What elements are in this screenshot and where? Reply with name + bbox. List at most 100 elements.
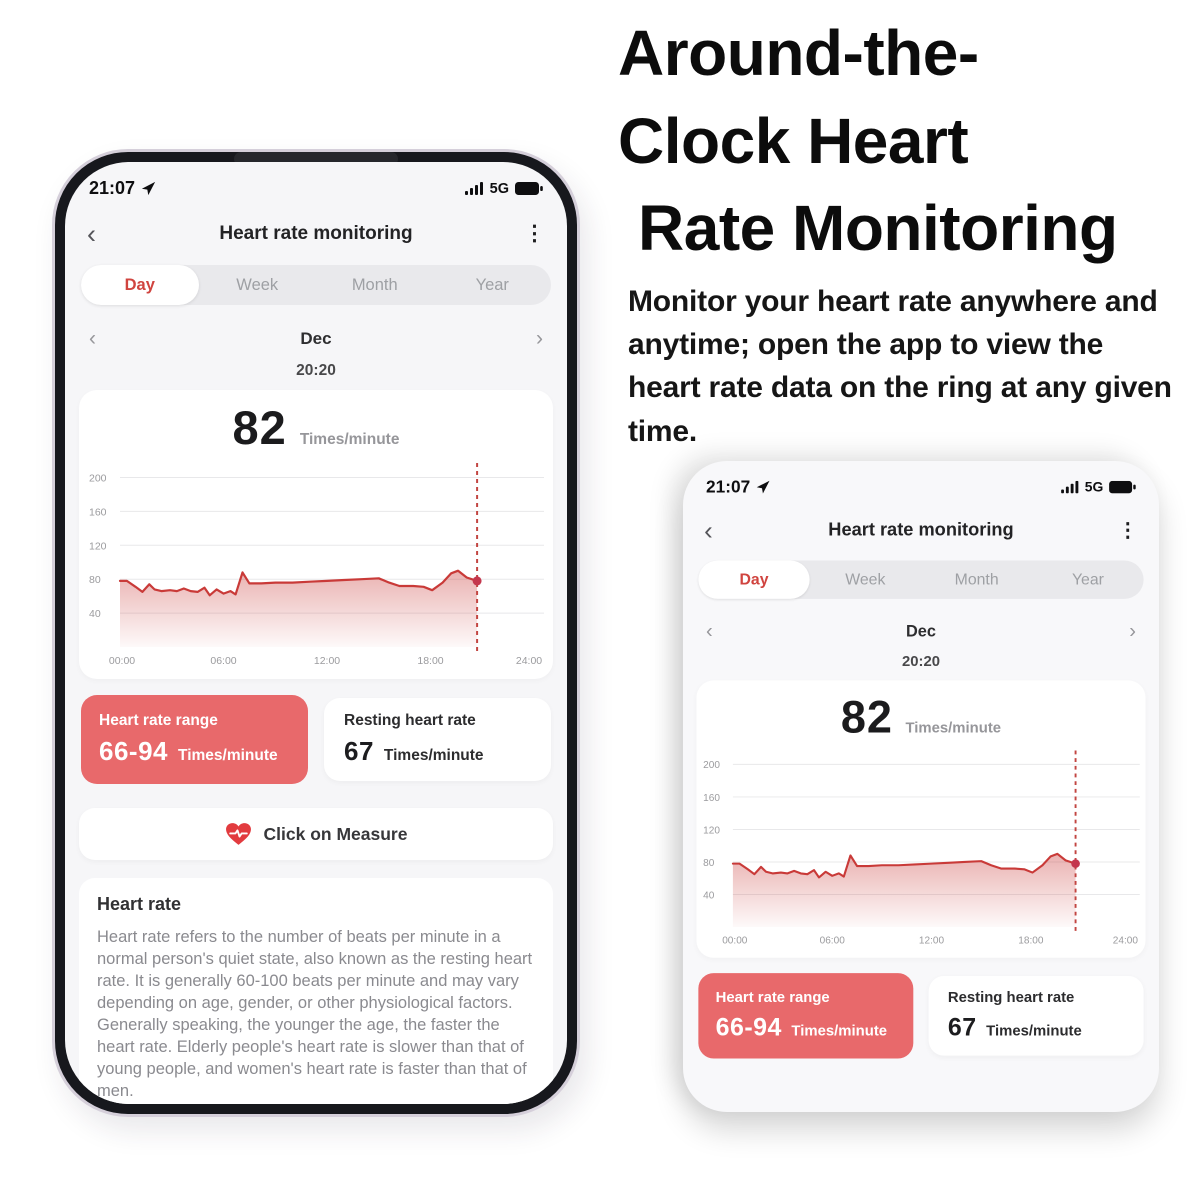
nav-bar: ‹ Heart rate monitoring ⋮ xyxy=(79,219,553,249)
bpm-unit: Times/minute xyxy=(299,431,400,448)
resting-unit: Times/minute xyxy=(986,1023,1082,1040)
svg-text:00:00: 00:00 xyxy=(722,935,748,946)
resting-unit: Times/minute xyxy=(383,747,484,764)
svg-text:24:00: 24:00 xyxy=(1113,935,1139,946)
info-body: Heart rate refers to the number of beats… xyxy=(97,928,533,1100)
svg-text:06:00: 06:00 xyxy=(210,655,236,667)
info-heading: Heart rate xyxy=(97,894,182,914)
heart-rate-chart[interactable]: 40 80 120 160 200 00:00 06:00 12:00 18:00 24:00 xyxy=(86,457,546,671)
resting-label: Resting heart rate xyxy=(344,712,476,729)
network-label: 5G xyxy=(1084,479,1104,495)
location-arrow-icon xyxy=(756,480,770,494)
range-value: 66-94 xyxy=(715,1012,782,1042)
back-icon[interactable]: ‹ xyxy=(87,219,96,249)
heart-rate-info-card: Heart rate Heart rate refers to the numb… xyxy=(79,878,553,1104)
resting-value: 67 xyxy=(947,1012,977,1042)
app-screen: 21:07 5G ‹ Heart rate monit xyxy=(65,162,567,1104)
signal-bars-icon xyxy=(464,182,484,195)
svg-text:12:00: 12:00 xyxy=(919,935,945,946)
heart-rate-range-card: Heart rate range 66-94 Times/minute xyxy=(81,695,308,784)
svg-text:24:00: 24:00 xyxy=(516,655,542,667)
svg-text:40: 40 xyxy=(703,890,715,901)
heart-rate-chart-card: 82 Times/minute 40 80 120 160 200 00:00 06:00 1… xyxy=(79,390,553,679)
svg-text:18:00: 18:00 xyxy=(1018,935,1044,946)
tab-year[interactable]: Year xyxy=(475,276,509,294)
svg-text:160: 160 xyxy=(89,506,107,518)
more-menu-icon[interactable]: ⋮ xyxy=(524,222,545,245)
svg-text:00:00: 00:00 xyxy=(109,655,135,667)
resting-label: Resting heart rate xyxy=(947,989,1075,1006)
svg-text:40: 40 xyxy=(89,608,101,620)
heart-rate-range-card: Heart rate range 66-94 Times/minute xyxy=(698,973,914,1059)
marketing-title-line: Around-the- xyxy=(618,17,979,89)
range-unit: Times/minute xyxy=(178,747,278,764)
bpm-value: 82 xyxy=(840,690,893,742)
next-month-icon[interactable]: › xyxy=(1129,619,1136,643)
svg-text:12:00: 12:00 xyxy=(314,655,340,667)
marketing-description: Monitor your heart rate anywhere and any… xyxy=(628,285,1172,448)
battery-icon xyxy=(1109,480,1136,494)
app-screen: 21:07 5G ‹ Heart rate monit xyxy=(683,477,1159,1059)
heart-rate-chart-card: 82 Times/minute 40 80 120 160 200 00:00 06:00 1… xyxy=(696,680,1146,958)
status-bar: 21:07 5G xyxy=(696,477,1145,497)
svg-text:120: 120 xyxy=(89,540,107,552)
measure-button-label: Click on Measure xyxy=(263,823,408,844)
svg-text:160: 160 xyxy=(703,793,720,804)
status-time: 21:07 xyxy=(706,477,751,497)
period-tabs: Day Week Month Year xyxy=(81,265,551,305)
network-label: 5G xyxy=(489,180,509,197)
range-label: Heart rate range xyxy=(715,989,830,1006)
svg-text:80: 80 xyxy=(703,858,715,869)
reading-timestamp: 20:20 xyxy=(901,653,941,670)
measure-button[interactable]: Click on Measure xyxy=(79,808,553,860)
prev-month-icon[interactable]: ‹ xyxy=(89,327,96,350)
tab-week[interactable]: Week xyxy=(236,276,279,294)
resting-value: 67 xyxy=(344,736,374,766)
bpm-unit: Times/minute xyxy=(905,719,1002,737)
page-title: Heart rate monitoring xyxy=(828,520,1014,541)
svg-text:06:00: 06:00 xyxy=(820,935,846,946)
month-label: Dec xyxy=(906,621,936,641)
next-month-icon[interactable]: › xyxy=(536,327,543,350)
summary-cards: Heart rate range 66-94 Times/minute Rest… xyxy=(79,695,553,784)
tab-day[interactable]: Day xyxy=(698,560,810,599)
location-arrow-icon xyxy=(141,181,156,196)
phone-mockup-left: 21:07 5G ‹ Heart rate monit xyxy=(52,149,580,1117)
tab-week[interactable]: Week xyxy=(845,571,886,589)
marketing-title-line: Clock Heart xyxy=(618,104,969,177)
heart-ecg-icon xyxy=(225,822,252,847)
range-value: 66-94 xyxy=(99,736,168,766)
svg-text:120: 120 xyxy=(703,825,720,836)
svg-text:80: 80 xyxy=(89,574,101,586)
phone-mockup-right: 21:07 5G ‹ Heart rate monit xyxy=(683,461,1159,1112)
current-reading: 82 Times/minute xyxy=(700,690,1141,743)
range-unit: Times/minute xyxy=(791,1023,888,1040)
summary-cards: Heart rate range 66-94 Times/minute Rest… xyxy=(696,973,1145,1059)
marketing-title: Around-the- Clock Heart Rate Monitoring xyxy=(618,10,1200,273)
bpm-value: 82 xyxy=(232,401,287,454)
status-time: 21:07 xyxy=(89,178,136,198)
date-navigator: ‹ Dec › xyxy=(696,620,1145,643)
tab-day[interactable]: Day xyxy=(81,265,199,305)
tab-month[interactable]: Month xyxy=(954,571,999,589)
signal-bars-icon xyxy=(1060,480,1079,494)
heart-rate-chart[interactable]: 40 80 120 160 200 00:00 06:00 12:00 18:00 24:00 xyxy=(700,745,1141,950)
reading-timestamp: 20:20 xyxy=(296,362,336,379)
more-menu-icon[interactable]: ⋮ xyxy=(1117,519,1138,542)
current-reading: 82 Times/minute xyxy=(83,400,549,455)
resting-heart-rate-card: Resting heart rate 67 Times/minute xyxy=(324,698,551,781)
back-icon[interactable]: ‹ xyxy=(704,516,713,546)
date-navigator: ‹ Dec › xyxy=(79,327,553,351)
marketing-title-line: Rate Monitoring xyxy=(638,192,1118,265)
status-bar: 21:07 5G xyxy=(79,178,553,199)
svg-text:18:00: 18:00 xyxy=(417,655,443,667)
tab-year[interactable]: Year xyxy=(1071,571,1104,589)
month-label: Dec xyxy=(300,329,332,348)
page-title: Heart rate monitoring xyxy=(219,223,413,244)
tab-month[interactable]: Month xyxy=(351,276,398,294)
prev-month-icon[interactable]: ‹ xyxy=(706,619,713,643)
period-tabs: Day Week Month Year xyxy=(698,560,1144,599)
battery-icon xyxy=(515,182,543,195)
range-label: Heart rate range xyxy=(99,712,218,729)
